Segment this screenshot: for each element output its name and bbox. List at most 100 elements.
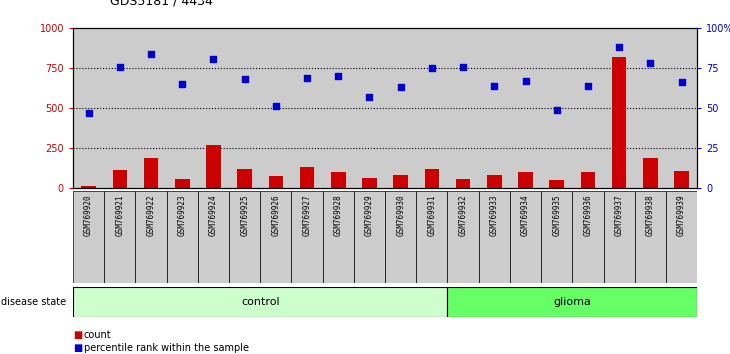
Text: control: control	[241, 297, 280, 307]
Bar	[175, 179, 190, 188]
Text: GSM769932: GSM769932	[458, 194, 468, 235]
Bar	[260, 28, 291, 188]
Bar	[362, 178, 377, 188]
Bar	[541, 28, 572, 188]
Bar	[518, 172, 533, 188]
Bar	[572, 191, 604, 283]
Bar	[73, 287, 447, 317]
Bar	[612, 57, 626, 188]
Bar	[229, 28, 260, 188]
Text: GSM769933: GSM769933	[490, 194, 499, 235]
Point	[676, 80, 688, 85]
Bar	[323, 28, 354, 188]
Point	[239, 76, 250, 82]
Text: GSM769936: GSM769936	[583, 194, 593, 235]
Text: GSM769930: GSM769930	[396, 194, 405, 235]
Point	[207, 56, 219, 62]
Bar	[166, 191, 198, 283]
Bar	[541, 191, 572, 283]
Point	[613, 45, 625, 50]
Bar	[81, 186, 96, 188]
Text: GSM769927: GSM769927	[302, 194, 312, 235]
Point	[551, 107, 563, 113]
Bar	[416, 191, 447, 283]
Bar	[416, 28, 447, 188]
Text: GDS5181 / 4434: GDS5181 / 4434	[110, 0, 212, 7]
Bar	[393, 175, 408, 188]
Bar	[104, 191, 136, 283]
Text: percentile rank within the sample: percentile rank within the sample	[84, 343, 249, 353]
Bar	[447, 287, 697, 317]
Point	[520, 78, 531, 84]
Bar	[643, 158, 658, 188]
Text: GSM769935: GSM769935	[552, 194, 561, 235]
Bar	[604, 28, 635, 188]
Text: GSM769924: GSM769924	[209, 194, 218, 235]
Bar	[550, 181, 564, 188]
Bar	[479, 28, 510, 188]
Point	[301, 75, 313, 81]
Bar	[604, 191, 635, 283]
Bar	[144, 158, 158, 188]
Bar	[456, 179, 470, 188]
Bar	[237, 169, 252, 188]
Point	[582, 83, 593, 88]
Point	[457, 64, 469, 69]
Text: ■: ■	[73, 330, 82, 339]
Bar	[260, 191, 291, 283]
Bar	[354, 28, 385, 188]
Point	[177, 81, 188, 87]
Point	[145, 51, 157, 57]
Text: GSM769938: GSM769938	[646, 194, 655, 235]
Bar	[198, 191, 229, 283]
Bar	[166, 28, 198, 188]
Text: disease state: disease state	[1, 297, 66, 307]
Bar	[479, 191, 510, 283]
Bar	[112, 170, 127, 188]
Bar	[73, 191, 104, 283]
Bar	[635, 191, 666, 283]
Bar	[323, 191, 354, 283]
Bar	[198, 28, 229, 188]
Text: GSM769939: GSM769939	[677, 194, 686, 235]
Bar	[269, 176, 283, 188]
Text: GSM769921: GSM769921	[115, 194, 124, 235]
Bar	[206, 144, 220, 188]
Bar	[447, 191, 479, 283]
Bar	[136, 191, 166, 283]
Bar	[291, 28, 323, 188]
Point	[426, 65, 438, 71]
Bar	[291, 191, 323, 283]
Bar	[104, 28, 136, 188]
Bar	[354, 191, 385, 283]
Bar	[635, 28, 666, 188]
Text: GSM769937: GSM769937	[615, 194, 623, 235]
Bar	[666, 28, 697, 188]
Bar	[229, 191, 260, 283]
Bar	[572, 28, 604, 188]
Point	[364, 94, 375, 100]
Text: GSM769922: GSM769922	[147, 194, 155, 235]
Bar	[675, 171, 689, 188]
Bar	[385, 28, 416, 188]
Bar	[300, 167, 315, 188]
Text: GSM769931: GSM769931	[427, 194, 437, 235]
Bar	[510, 28, 541, 188]
Text: GSM769929: GSM769929	[365, 194, 374, 235]
Bar	[447, 28, 479, 188]
Text: GSM769925: GSM769925	[240, 194, 249, 235]
Text: GSM769928: GSM769928	[334, 194, 343, 235]
Point	[270, 103, 282, 109]
Point	[645, 61, 656, 66]
Text: ■: ■	[73, 343, 82, 353]
Text: count: count	[84, 330, 112, 339]
Text: glioma: glioma	[553, 297, 591, 307]
Bar	[580, 172, 595, 188]
Text: GSM769934: GSM769934	[521, 194, 530, 235]
Bar	[666, 191, 697, 283]
Bar	[487, 175, 502, 188]
Bar	[136, 28, 166, 188]
Point	[332, 73, 344, 79]
Text: GSM769926: GSM769926	[272, 194, 280, 235]
Point	[114, 64, 126, 69]
